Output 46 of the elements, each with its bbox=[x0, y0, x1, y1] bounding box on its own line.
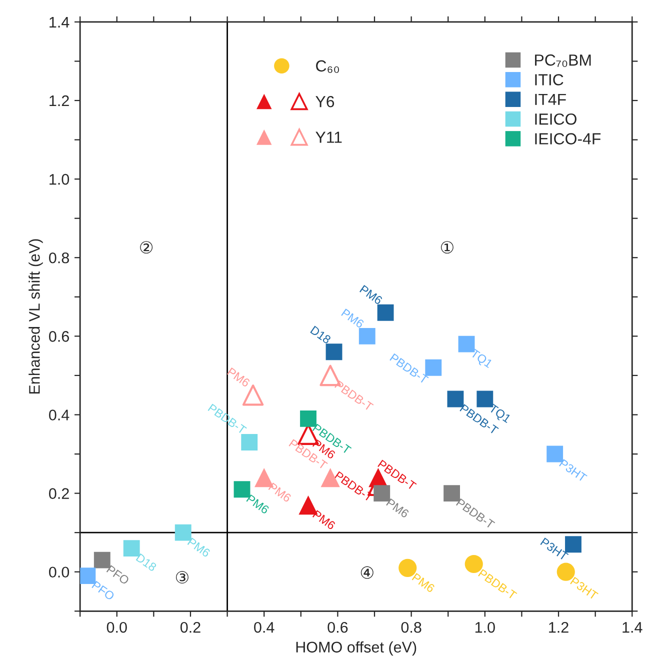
x-tick-label: 1.2 bbox=[549, 622, 568, 633]
data-label: PM6 bbox=[312, 510, 336, 530]
annotation: ④ bbox=[360, 566, 374, 579]
point bbox=[241, 434, 258, 450]
annotation: ③ bbox=[176, 571, 188, 584]
x-tick-label: 0.6 bbox=[328, 622, 348, 633]
data-label: PM6 bbox=[412, 572, 436, 593]
y-axis-title: Enhanced VL shift (eV) bbox=[28, 239, 43, 394]
point bbox=[377, 304, 394, 321]
y-tick-label: 0.0 bbox=[49, 566, 70, 578]
data-label: PM6 bbox=[246, 494, 270, 514]
legend-label: IT4F bbox=[535, 94, 566, 105]
annotation: ② bbox=[140, 241, 153, 254]
data-label: PM6 bbox=[268, 482, 292, 502]
x-tick-label: 0.0 bbox=[106, 622, 127, 633]
legend-label: IEICO bbox=[535, 113, 576, 125]
y-tick-label: 0.4 bbox=[49, 410, 70, 420]
data-label: PM6 bbox=[359, 284, 383, 305]
x-axis-title: HOMO offset (eV) bbox=[296, 641, 416, 656]
y-tick-label: 1.2 bbox=[50, 95, 69, 106]
legend-label: ITIC bbox=[535, 74, 564, 86]
x-tick-label: 0.4 bbox=[254, 622, 274, 633]
legend-label: C₆₀ bbox=[316, 60, 339, 73]
legend-label: Y11 bbox=[316, 132, 342, 143]
annotation: ① bbox=[440, 241, 454, 254]
data-label: D18 bbox=[310, 326, 332, 344]
data-label: PM6 bbox=[341, 308, 365, 328]
y-tick-label: 0.6 bbox=[49, 331, 69, 342]
data-label: PM6 bbox=[226, 367, 250, 388]
x-tick-label: 1.4 bbox=[622, 622, 642, 633]
x-tick-label: 1.0 bbox=[475, 622, 495, 633]
y-tick-label: 0.2 bbox=[49, 488, 69, 499]
x-tick-label: 0.2 bbox=[180, 622, 200, 633]
point bbox=[326, 344, 342, 360]
legend-label: IEICO-4F bbox=[535, 133, 601, 144]
data-label: PM6 bbox=[386, 498, 410, 518]
data-label: PM6 bbox=[187, 538, 211, 558]
legend-label: PC₇₀BM bbox=[535, 54, 591, 68]
data-label: D18 bbox=[136, 553, 158, 572]
point bbox=[358, 328, 376, 344]
legend-label: Y6 bbox=[316, 96, 334, 108]
y-tick-label: 0.8 bbox=[49, 252, 69, 264]
x-tick-label: 0.8 bbox=[401, 622, 422, 633]
y-tick-label: 1.4 bbox=[50, 16, 70, 28]
y-tick-label: 1.0 bbox=[50, 174, 70, 185]
data-label: TQ1 bbox=[468, 348, 493, 370]
